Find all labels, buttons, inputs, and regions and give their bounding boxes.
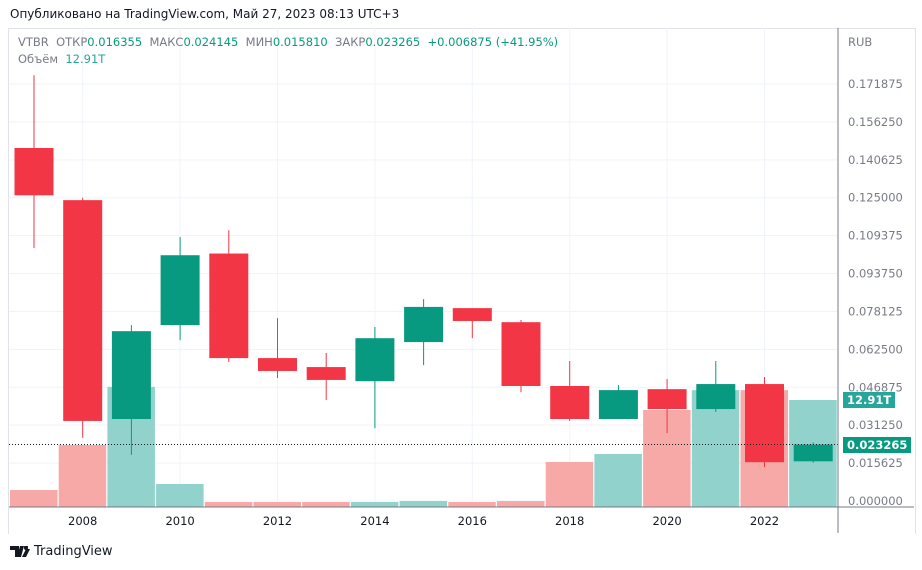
volume-bar [350, 502, 399, 507]
volume-bar [497, 501, 545, 507]
candle-body [258, 358, 297, 371]
price-tick-label: 0.031250 [848, 418, 903, 432]
year-tick-label: 2014 [360, 514, 389, 528]
volume-badge: 12.91T [843, 392, 896, 408]
candle-body [696, 384, 736, 410]
open-label: ОТКР [56, 35, 88, 49]
ohlc-legend: VTBR ОТКР0.016355 МАКС0.024145 МИН0.0158… [18, 34, 558, 68]
volume-bar [156, 483, 204, 507]
candle-body [793, 444, 833, 462]
volume-bar [10, 490, 58, 507]
candle-body [598, 390, 638, 419]
price-tick-label: 0.015625 [848, 456, 903, 470]
candle-body [209, 253, 249, 359]
price-tick-label: 0.140625 [848, 153, 903, 167]
year-tick-label: 2018 [555, 514, 584, 528]
volume-bar [594, 453, 642, 507]
candle-body [452, 308, 492, 321]
year-tick-label: 2012 [263, 514, 292, 528]
chart-frame [8, 28, 916, 534]
price-tick-label: 0.062500 [848, 342, 903, 356]
open-value: 0.016355 [87, 35, 143, 49]
last-price-badge: 0.023265 [843, 437, 912, 453]
price-tick-label: 0.156250 [848, 115, 903, 129]
tradingview-logo-icon [10, 545, 30, 557]
year-tick-label: 2016 [458, 514, 487, 528]
candle-body [404, 306, 444, 343]
year-tick-label: 2010 [165, 514, 194, 528]
volume-bar [302, 502, 350, 507]
candle-body [160, 255, 200, 326]
low-value: 0.015810 [272, 35, 328, 49]
low-label: МИН [245, 35, 273, 49]
candle-body [63, 200, 103, 421]
published-caption: Опубликовано на TradingView.com, Май 27,… [10, 7, 400, 21]
volume-bar [204, 502, 253, 507]
price-tick-label: 0.109375 [848, 229, 903, 243]
tradingview-logo[interactable]: TradingView [10, 544, 113, 559]
volume-bar [399, 501, 448, 507]
close-label: ЗАКР [335, 35, 366, 49]
year-tick-label: 2008 [68, 514, 97, 528]
symbol[interactable]: VTBR [18, 35, 49, 49]
high-label: МАКС [149, 35, 184, 49]
logo-text: TradingView [34, 544, 113, 559]
volume-bar [448, 502, 496, 507]
volume-value: 12.91T [65, 52, 106, 66]
candle-body [647, 389, 687, 410]
candle-body [550, 385, 590, 419]
year-tick-label: 2022 [750, 514, 779, 528]
change-value: +0.006875 (+41.95%) [427, 35, 559, 49]
price-tick-label: 0.171875 [848, 77, 903, 91]
price-tick-label: 0.078125 [848, 304, 903, 318]
candle-body [306, 367, 346, 380]
volume-bar [58, 445, 107, 507]
candle-body [14, 147, 54, 196]
currency-label: RUB [848, 35, 872, 49]
volume-bar [545, 461, 594, 507]
candle-body [111, 331, 151, 419]
year-tick-label: 2020 [652, 514, 681, 528]
volume-label: Объём [18, 52, 59, 66]
price-tick-label: 0.000000 [848, 494, 903, 508]
high-value: 0.024145 [183, 35, 239, 49]
candle-body [501, 322, 541, 386]
price-tick-label: 0.046875 [848, 380, 903, 394]
price-tick-label: 0.125000 [848, 191, 903, 205]
close-value: 0.023265 [365, 35, 421, 49]
volume-bar [253, 502, 301, 507]
candle-body [355, 338, 395, 382]
candle-body [745, 384, 784, 463]
price-tick-label: 0.093750 [848, 267, 903, 281]
